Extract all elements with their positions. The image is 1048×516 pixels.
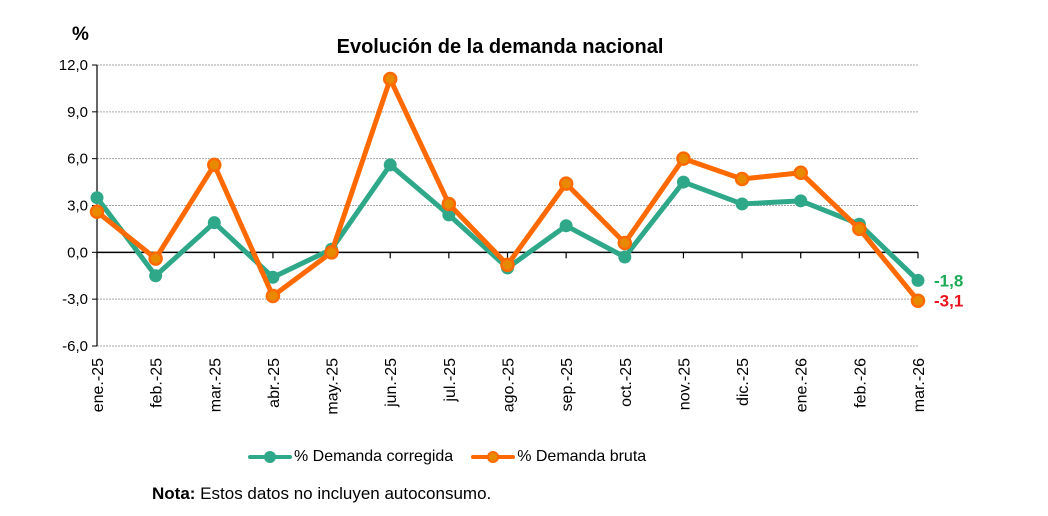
data-point [90, 191, 104, 205]
footnote: Nota: Estos datos no incluyen autoconsum… [152, 484, 491, 504]
end-labels: -1,8 -3,1 [934, 271, 963, 310]
gridlines [97, 64, 918, 347]
legend-label-corregida: % Demanda corregida [294, 448, 454, 465]
data-point [500, 257, 515, 273]
x-tick-label: feb.-25 [149, 358, 166, 408]
data-point [324, 245, 339, 260]
data-point [558, 176, 574, 191]
x-tick-label: abr.-25 [266, 358, 283, 408]
y-tick-label: 12,0 [59, 57, 88, 74]
data-point [911, 273, 925, 287]
footnote-label: Nota: [152, 484, 196, 503]
data-point [149, 269, 163, 283]
legend-label-bruta: % Demanda bruta [517, 448, 647, 465]
end-label-0: -1,8 [934, 271, 963, 290]
x-tick-label: ene.-26 [794, 358, 811, 412]
legend-swatch-corregida [248, 450, 292, 464]
y-tick-label: -3,0 [62, 291, 88, 308]
y-tick-label: 3,0 [67, 198, 88, 215]
data-point [676, 151, 691, 166]
data-point [676, 175, 690, 189]
data-point [442, 208, 456, 222]
data-point [734, 171, 750, 187]
series-1 [89, 71, 926, 308]
x-tick-label: jun.-25 [383, 358, 400, 408]
data-point [207, 216, 221, 230]
data-point [618, 250, 632, 264]
x-tick-label: mar.-25 [207, 358, 224, 412]
x-axis-ticks: ene.-25 feb.-25 mar.-25 abr.-25 may.-25 jun.-… [90, 252, 928, 415]
data-point [207, 157, 222, 173]
y-axis-unit: % [72, 24, 89, 45]
data-point [735, 197, 749, 211]
x-tick-label: dic.-25 [735, 358, 752, 406]
data-point [148, 251, 163, 266]
x-tick-label: feb.-26 [852, 358, 869, 408]
data-point [793, 165, 808, 180]
data-point [383, 158, 397, 172]
data-point [265, 288, 281, 304]
data-point [910, 293, 926, 308]
x-tick-label: sep.-25 [559, 358, 576, 411]
footnote-text: Estos datos no incluyen autoconsumo. [195, 484, 492, 503]
y-tick-label: 9,0 [67, 104, 88, 121]
data-point [852, 221, 867, 237]
data-point [382, 71, 398, 87]
x-tick-label: may.-25 [325, 358, 342, 415]
legend-item-corregida[interactable]: % Demanda corregida [248, 448, 453, 466]
data-point [266, 270, 280, 284]
data-point [617, 235, 633, 251]
legend: % Demanda corregida % Demanda bruta [248, 448, 664, 466]
chart-title: Evolución de la demanda nacional [337, 36, 664, 58]
data-point [441, 196, 457, 212]
legend-swatch-bruta [471, 450, 516, 464]
x-tick-label: nov.-25 [676, 358, 693, 410]
x-tick-label: oct.-25 [618, 358, 635, 407]
y-tick-label: -6,0 [62, 338, 88, 355]
x-tick-label: ago.-25 [501, 358, 518, 412]
y-tick-label: 6,0 [67, 151, 88, 168]
y-tick-label: 0,0 [67, 244, 88, 261]
data-point [89, 204, 105, 219]
end-label-1: -3,1 [934, 292, 963, 311]
x-tick-label: mar.-26 [911, 358, 928, 412]
x-tick-label: ene.-25 [90, 358, 107, 412]
y-axis-ticks: 12,0 9,0 6,0 3,0 0,0 -3,0 -6,0 [59, 57, 97, 355]
x-tick-label: jul.-25 [442, 358, 459, 403]
data-point [559, 219, 573, 233]
data-point [794, 194, 808, 208]
legend-item-bruta[interactable]: % Demanda bruta [471, 448, 646, 466]
series-group [89, 71, 926, 308]
